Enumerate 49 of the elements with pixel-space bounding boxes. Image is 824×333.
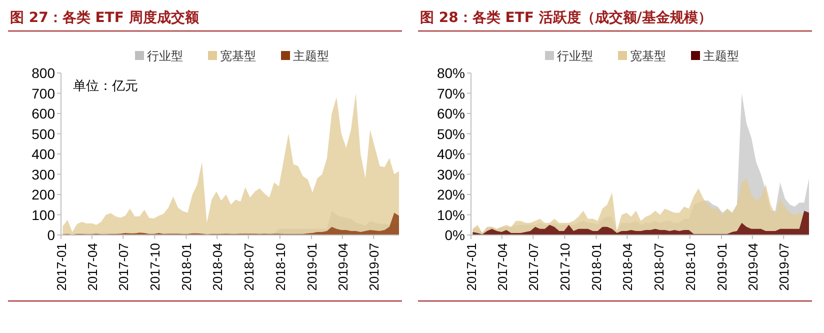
y-tick-label: 100: [32, 206, 56, 223]
x-tick-label: 2017-07: [116, 243, 132, 291]
y-tick-label: 40%: [436, 146, 465, 162]
chart-title: 图 28：各类 ETF 活跃度（成交额/基金规模）: [420, 9, 712, 26]
x-tick-label: 2019-04: [335, 243, 350, 291]
legend-label: 主题型: [703, 49, 739, 63]
x-tick-label: 2018-10: [272, 243, 288, 291]
y-tick-label: 50%: [436, 126, 465, 142]
x-tick-label: 2017-04: [84, 243, 100, 291]
y-tick-label: 70%: [436, 85, 465, 102]
y-tick-label: 30%: [436, 166, 465, 182]
x-tick-label: 2019-01: [304, 243, 320, 291]
x-tick-label: 2017-10: [148, 243, 163, 291]
x-tick-label: 2019-04: [745, 243, 760, 291]
x-tick-label: 2017-04: [494, 243, 510, 291]
y-tick-label: 600: [32, 106, 56, 122]
y-tick-label: 80%: [436, 65, 465, 81]
y-tick-label: 0: [47, 227, 56, 243]
x-tick-label: 2019-07: [776, 243, 792, 291]
y-tick-label: 300: [32, 166, 56, 182]
y-tick-label: 0%: [444, 227, 465, 243]
y-tick-label: 200: [32, 186, 56, 202]
chart-title: 图 27：各类 ETF 周度成交额: [10, 9, 200, 26]
legend-label: 宽基型: [220, 49, 256, 63]
x-tick-label: 2017-07: [526, 243, 542, 291]
x-tick-label: 2019-01: [714, 243, 730, 291]
x-tick-label: 2018-04: [620, 243, 636, 291]
legend-label: 行业型: [557, 49, 593, 63]
y-tick-label: 800: [32, 65, 56, 81]
y-tick-label: 700: [32, 85, 56, 102]
x-tick-label: 2018-01: [589, 243, 604, 291]
x-tick-label: 2017-10: [558, 243, 573, 291]
x-tick-label: 2018-07: [241, 243, 256, 291]
y-tick-label: 500: [32, 126, 56, 142]
y-tick-label: 400: [32, 146, 56, 162]
legend-label: 主题型: [293, 49, 329, 63]
annotation: 单位：亿元: [73, 79, 138, 94]
legend-label: 宽基型: [630, 49, 666, 63]
x-tick-label: 2017-01: [464, 243, 479, 291]
y-tick-label: 60%: [436, 106, 465, 122]
x-tick-label: 2018-07: [651, 243, 666, 291]
legend-label: 行业型: [147, 49, 183, 63]
x-tick-label: 2018-04: [210, 243, 226, 291]
y-tick-label: 20%: [436, 186, 465, 202]
x-tick-label: 2018-01: [179, 243, 194, 291]
x-tick-label: 2019-07: [366, 243, 382, 291]
x-tick-label: 2017-01: [54, 243, 69, 291]
x-tick-label: 2018-10: [682, 243, 698, 291]
y-tick-label: 10%: [436, 206, 465, 223]
